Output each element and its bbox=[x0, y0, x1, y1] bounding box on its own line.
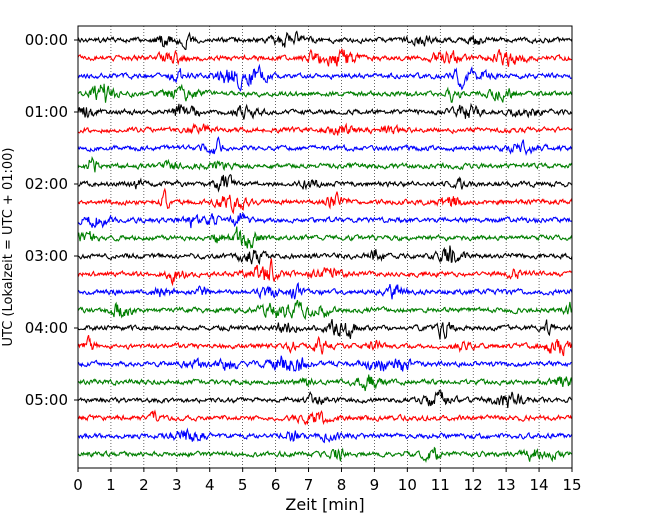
x-tick-label: 1 bbox=[106, 476, 116, 494]
x-tick-label: 8 bbox=[337, 476, 347, 494]
x-tick-label: 9 bbox=[370, 476, 380, 494]
x-tick-label: 5 bbox=[238, 476, 248, 494]
seismogram-trace-4 bbox=[77, 102, 573, 120]
y-tick-label: 02:00 bbox=[25, 175, 68, 193]
seismogram-trace-7 bbox=[77, 155, 573, 173]
x-axis-label: Zeit [min] bbox=[285, 495, 364, 514]
seismogram-trace-2 bbox=[77, 63, 573, 92]
x-tick-label: 2 bbox=[139, 476, 149, 494]
x-tick-label: 6 bbox=[271, 476, 281, 494]
seismogram-trace-10 bbox=[77, 212, 573, 229]
seismogram-trace-21 bbox=[77, 409, 573, 426]
seismogram-trace-20 bbox=[77, 389, 573, 409]
trace-series bbox=[77, 30, 573, 463]
plot-frame bbox=[77, 25, 573, 469]
seismogram-trace-1 bbox=[77, 48, 573, 67]
seismogram-trace-9 bbox=[77, 187, 573, 215]
y-tick-label: 04:00 bbox=[25, 319, 68, 337]
seismogram-trace-19 bbox=[77, 374, 573, 392]
x-axis-ticks: 0 1 2 3 4 5 6 7 8 9 10 11 12 13 14 15 bbox=[73, 468, 582, 494]
seismogram-trace-23 bbox=[77, 446, 573, 463]
x-tick-label: 12 bbox=[464, 476, 483, 494]
x-tick-label: 13 bbox=[497, 476, 516, 494]
x-tick-label: 0 bbox=[73, 476, 83, 494]
seismogram-trace-15 bbox=[77, 299, 573, 321]
x-tick-label: 14 bbox=[530, 476, 549, 494]
y-axis-label: UTC (Lokalzeit = UTC + 01:00) bbox=[1, 148, 16, 347]
seismogram-trace-16 bbox=[77, 319, 573, 340]
seismogram-trace-13 bbox=[77, 258, 573, 287]
x-tick-label: 3 bbox=[172, 476, 182, 494]
seismogram-trace-0 bbox=[77, 30, 573, 51]
y-tick-label: 03:00 bbox=[25, 247, 68, 265]
seismogram-trace-18 bbox=[77, 355, 573, 372]
seismogram-trace-6 bbox=[77, 136, 573, 156]
seismogram-trace-8 bbox=[77, 174, 573, 193]
seismogram-trace-17 bbox=[77, 334, 573, 357]
seismogram-trace-5 bbox=[77, 122, 573, 136]
x-tick-label: 15 bbox=[562, 476, 581, 494]
y-tick-label: 01:00 bbox=[25, 103, 68, 121]
x-tick-label: 4 bbox=[205, 476, 215, 494]
seismogram-trace-3 bbox=[77, 83, 573, 103]
x-tick-label: 10 bbox=[398, 476, 417, 494]
seismogram-trace-12 bbox=[77, 245, 573, 265]
x-tick-label: 7 bbox=[304, 476, 314, 494]
seismogram-trace-22 bbox=[77, 427, 573, 444]
x-tick-label: 11 bbox=[431, 476, 450, 494]
y-tick-label: 05:00 bbox=[25, 391, 68, 409]
seismogram-trace-14 bbox=[77, 282, 573, 300]
y-tick-label: 00:00 bbox=[25, 31, 68, 49]
seismogram-trace-11 bbox=[77, 226, 573, 250]
y-axis-ticks: 00:00 01:00 02:00 03:00 04:00 05:00 bbox=[25, 31, 78, 409]
